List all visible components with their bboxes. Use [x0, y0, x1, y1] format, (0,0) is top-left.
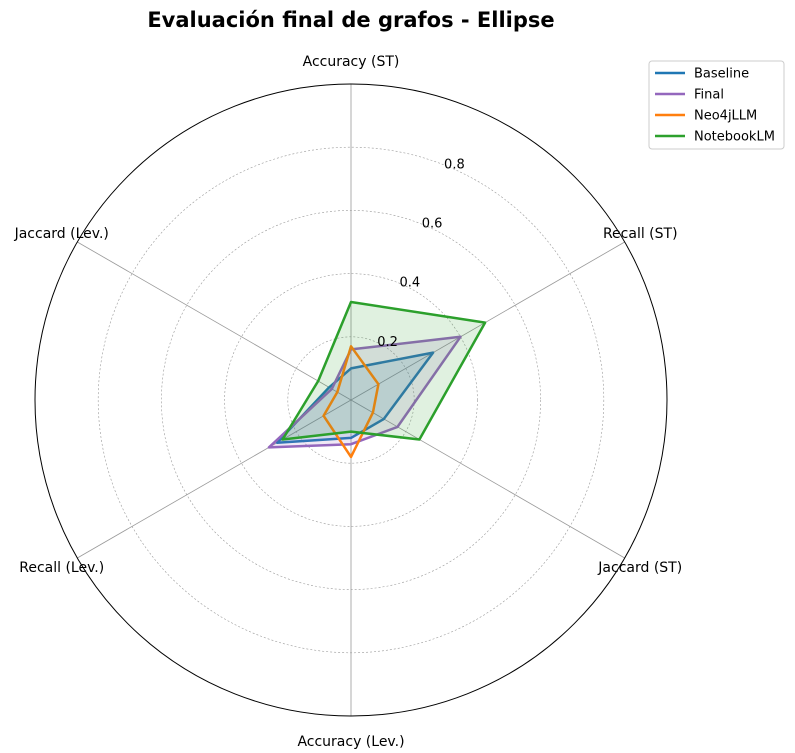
legend: Baseline Final Neo4jLLM NotebookLM: [648, 60, 785, 150]
series-line-neo4jllm: [322, 345, 380, 459]
radar-spoke: [77, 241, 352, 401]
legend-label: NotebookLM: [694, 130, 775, 145]
axis-label: Accuracy (ST): [303, 54, 400, 70]
series-line-notebooklm: [281, 300, 487, 441]
axis-label: Jaccard (Lev.): [14, 226, 109, 242]
radar-frame: [34, 83, 668, 717]
radar-spoke: [350, 241, 625, 401]
radial-tick-label: 0.2: [377, 335, 398, 350]
axis-label: Jaccard (ST): [597, 560, 682, 576]
radial-tick-label: 0.8: [444, 157, 465, 172]
radar-grid-circle: [224, 273, 478, 527]
legend-label: Neo4jLLM: [694, 109, 757, 124]
series-line-final: [267, 335, 462, 449]
radial-tick-label: 0.4: [400, 276, 421, 291]
radar-spoke: [77, 399, 352, 559]
axis-label: Accuracy (Lev.): [297, 734, 404, 750]
radar-labels: 0.2 0.4 0.6 0.8 Accuracy (ST) Recall (ST) Jacc…: [14, 54, 683, 750]
radar-series: [267, 300, 487, 459]
legend-label: Final: [694, 88, 724, 103]
radial-tick-label: 0.6: [422, 217, 443, 232]
series-fill-final: [268, 336, 461, 448]
series-line-baseline: [275, 351, 435, 444]
axis-label: Recall (Lev.): [19, 560, 104, 576]
axis-label: Recall (ST): [603, 226, 678, 242]
series-fill-baseline: [277, 352, 434, 443]
chart-title: Evaluación final de grafos - Ellipse: [147, 8, 554, 32]
legend-box: [648, 60, 785, 150]
legend-label: Baseline: [694, 67, 749, 82]
series-fill-notebooklm: [282, 302, 486, 440]
radar-grid-circle: [97, 146, 605, 654]
radar-grid-circle: [287, 336, 415, 464]
radar-grid-circle: [161, 210, 541, 590]
